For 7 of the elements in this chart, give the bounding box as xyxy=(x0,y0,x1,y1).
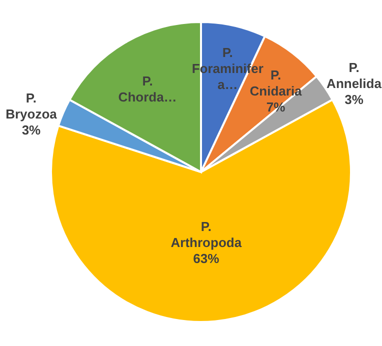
slice-label: P. Chorda… xyxy=(118,74,177,105)
data-label: 63% xyxy=(193,250,220,266)
data-label: 3% xyxy=(344,92,364,108)
slice-label: P. Arthropoda xyxy=(170,218,242,250)
data-label: 3% xyxy=(22,122,42,138)
slice-label: P. Annelida xyxy=(326,60,382,92)
slice-label: P. Bryozoa xyxy=(6,90,58,122)
